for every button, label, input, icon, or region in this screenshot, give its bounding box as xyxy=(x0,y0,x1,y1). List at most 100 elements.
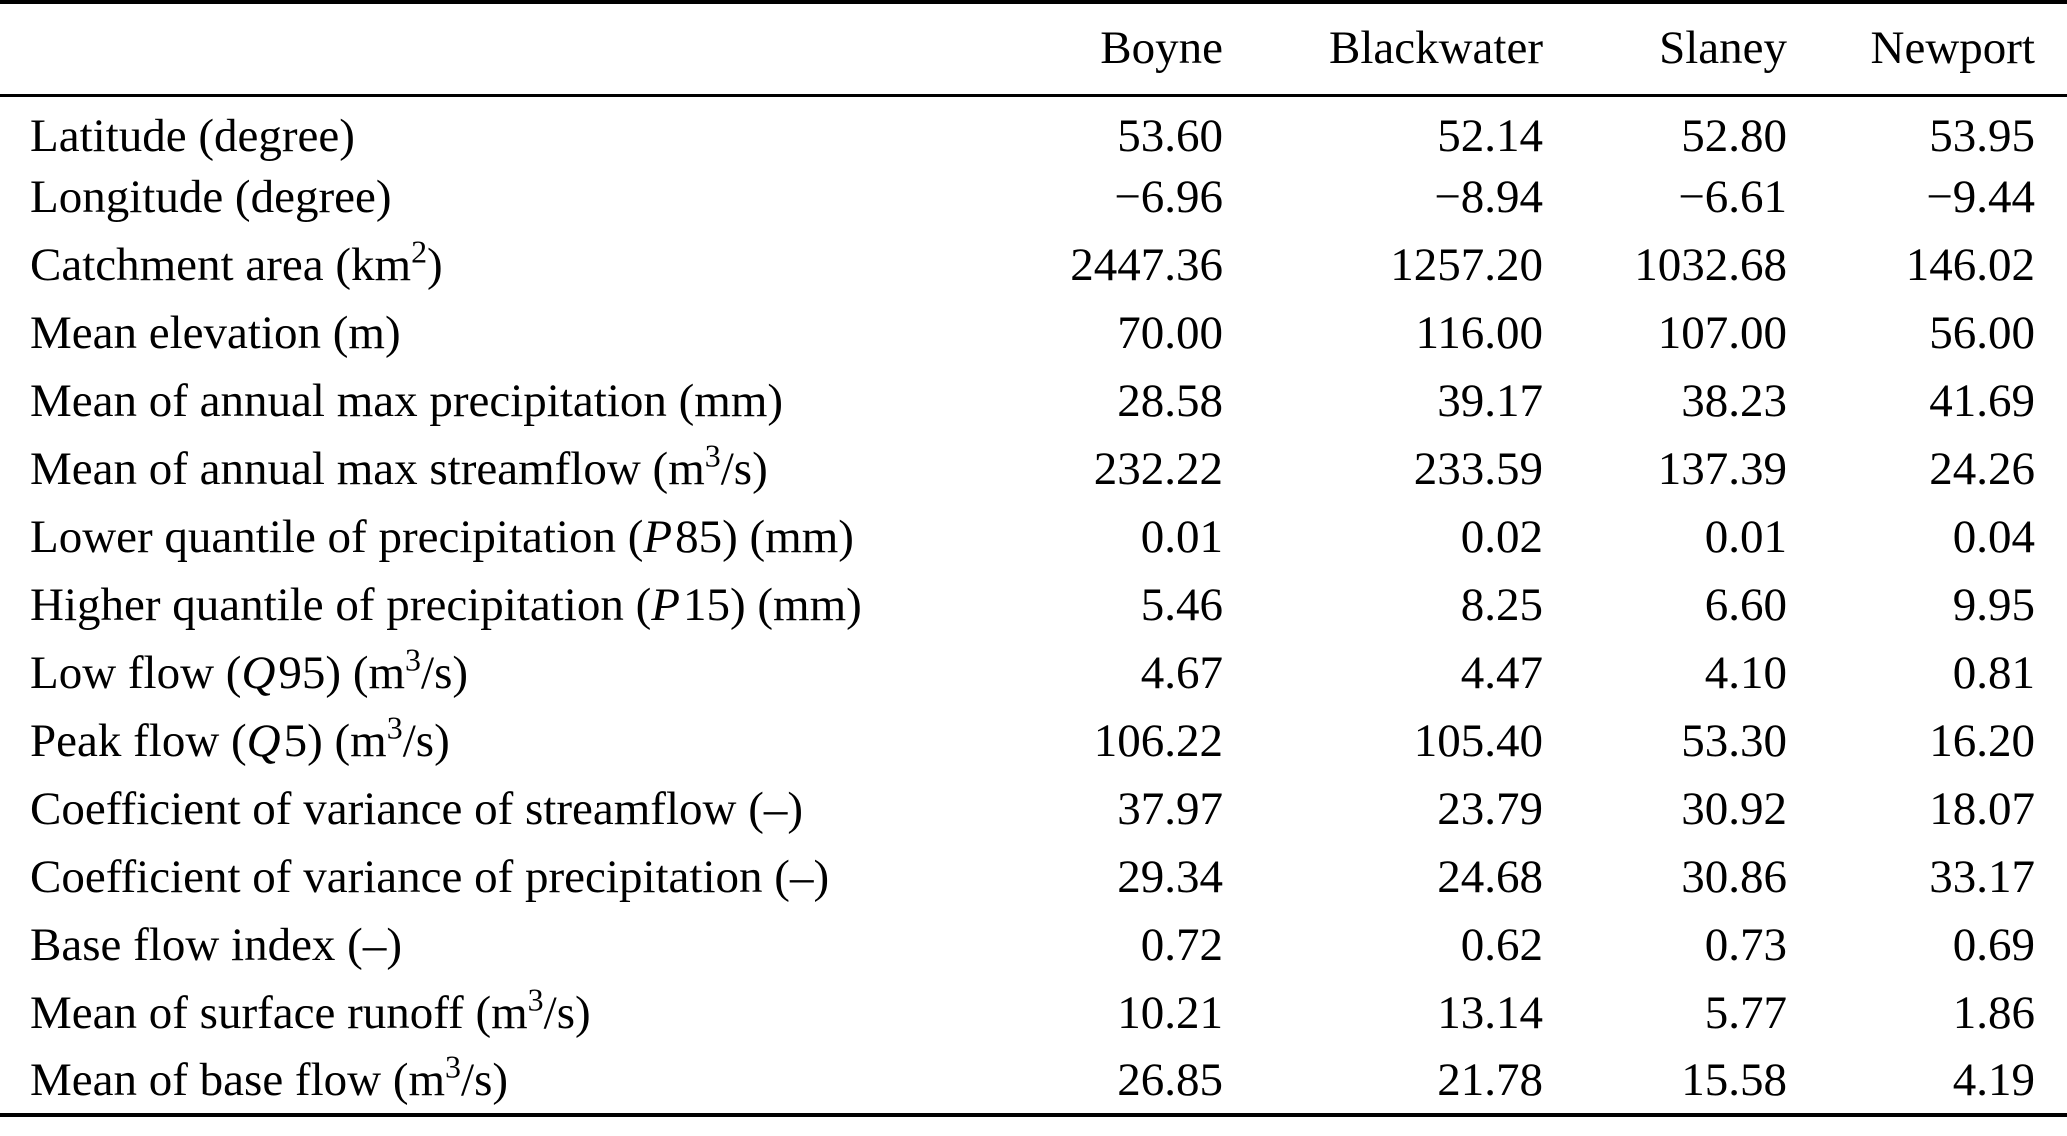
row-label: Mean elevation (m) xyxy=(0,299,903,367)
value-cell: 232.22 xyxy=(1093,442,1223,495)
row-label: Coefficient of variance of streamflow (–… xyxy=(0,775,903,843)
value-cell: 39.17 xyxy=(1437,374,1543,427)
table-row: Mean of annual max precipitation (mm) 28.… xyxy=(0,367,2067,435)
table-row: Latitude (degree) 53.60 52.14 52.80 53.95 xyxy=(0,95,2067,163)
label-text: /s) xyxy=(543,986,591,1039)
row-label: Mean of base flow (m3/s) xyxy=(0,1047,903,1115)
value-cell: 0.72 xyxy=(1140,918,1223,971)
label-text: Coefficient of variance of streamflow (–… xyxy=(30,782,803,835)
value-cell: 4.19 xyxy=(1952,1053,2035,1106)
value-cell: 5.46 xyxy=(1140,578,1223,631)
value-cell: 146.02 xyxy=(1905,238,2035,291)
value-cell: 1257.20 xyxy=(1390,238,1543,291)
header-newport: Newport xyxy=(1870,22,2035,75)
label-superscript: 3 xyxy=(527,981,544,1017)
value-cell: 233.59 xyxy=(1413,442,1543,495)
value-cell: 5.77 xyxy=(1704,986,1787,1039)
value-cell: 0.69 xyxy=(1952,918,2035,971)
label-text: 95) (m xyxy=(278,646,406,699)
label-text: Catchment area (km xyxy=(30,238,412,291)
header-row: Boyne Blackwater Slaney Newport xyxy=(0,2,2067,95)
table-row: Mean elevation (m) 70.00 116.00 107.00 56.00 xyxy=(0,299,2067,367)
label-superscript: 3 xyxy=(704,437,721,473)
table-row: Peak flow (Q5) (m3/s) 106.22 105.40 53.30 16… xyxy=(0,707,2067,775)
label-superscript: 3 xyxy=(445,1048,462,1084)
row-label: Latitude (degree) xyxy=(0,95,903,163)
label-text: Mean elevation (m) xyxy=(30,306,401,359)
table-row: Mean of base flow (m3/s) 26.85 21.78 15.58 4… xyxy=(0,1047,2067,1115)
row-label: Mean of surface runoff (m3/s) xyxy=(0,979,903,1047)
value-cell: 30.86 xyxy=(1681,850,1787,903)
table-row: Base flow index (–) 0.72 0.62 0.73 0.69 xyxy=(0,911,2067,979)
value-cell: 107.00 xyxy=(1657,306,1787,359)
row-label: Mean of annual max precipitation (mm) xyxy=(0,367,903,435)
label-text: ) xyxy=(427,238,443,291)
label-text: Mean of annual max precipitation (mm) xyxy=(30,374,784,427)
label-text: Mean of base flow (m xyxy=(30,1053,446,1106)
label-text: Coefficient of variance of precipitation… xyxy=(30,850,830,903)
table-row: Higher quantile of precipitation (P15) (… xyxy=(0,571,2067,639)
table-body: Latitude (degree) 53.60 52.14 52.80 53.95 Lon… xyxy=(0,95,2067,1115)
value-cell: 4.10 xyxy=(1704,646,1787,699)
value-cell: 24.68 xyxy=(1437,850,1543,903)
value-cell: 1.86 xyxy=(1952,986,2035,1039)
value-cell: 8.25 xyxy=(1460,578,1543,631)
label-symbol: Q xyxy=(241,646,276,699)
table-row: Lower quantile of precipitation (P85) (m… xyxy=(0,503,2067,571)
label-superscript: 3 xyxy=(405,641,422,677)
table-row: Catchment area (km2) 2447.36 1257.20 1032.6… xyxy=(0,231,2067,299)
value-cell: 137.39 xyxy=(1657,442,1787,495)
row-label: Peak flow (Q5) (m3/s) xyxy=(0,707,903,775)
table-row: Mean of surface runoff (m3/s) 10.21 13.14 5… xyxy=(0,979,2067,1047)
value-cell: 37.97 xyxy=(1117,782,1223,835)
label-text: Lower quantile of precipitation ( xyxy=(30,510,644,563)
value-cell: 18.07 xyxy=(1929,782,2035,835)
value-cell: 33.17 xyxy=(1929,850,2035,903)
table-row: Mean of annual max streamflow (m3/s) 232.… xyxy=(0,435,2067,503)
value-cell: 0.04 xyxy=(1952,510,2035,563)
label-text: Longitude (degree) xyxy=(30,170,392,223)
value-cell: 41.69 xyxy=(1929,374,2035,427)
value-cell: 56.00 xyxy=(1929,306,2035,359)
value-cell: −6.61 xyxy=(1678,170,1787,223)
value-cell: 106.22 xyxy=(1093,714,1223,767)
value-cell: 16.20 xyxy=(1929,714,2035,767)
label-text: Low flow ( xyxy=(30,646,242,699)
row-label: Base flow index (–) xyxy=(0,911,903,979)
value-cell: 70.00 xyxy=(1117,306,1223,359)
value-cell: 52.80 xyxy=(1681,110,1787,163)
label-text: /s) xyxy=(720,442,768,495)
row-label: Higher quantile of precipitation (P15) (… xyxy=(0,571,903,639)
value-cell: 28.58 xyxy=(1117,374,1223,427)
value-cell: 53.30 xyxy=(1681,714,1787,767)
value-cell: 23.79 xyxy=(1437,782,1543,835)
label-superscript: 3 xyxy=(386,709,403,745)
header-slaney: Slaney xyxy=(1659,22,1787,75)
value-cell: 21.78 xyxy=(1437,1053,1543,1106)
value-cell: 4.47 xyxy=(1460,646,1543,699)
row-label: Coefficient of variance of precipitation… xyxy=(0,843,903,911)
label-text: Higher quantile of precipitation ( xyxy=(30,578,652,631)
value-cell: 0.73 xyxy=(1704,918,1787,971)
label-text: Mean of surface runoff (m xyxy=(30,986,528,1039)
table-row: Coefficient of variance of streamflow (–… xyxy=(0,775,2067,843)
row-label: Longitude (degree) xyxy=(0,163,903,231)
table-row: Coefficient of variance of precipitation… xyxy=(0,843,2067,911)
label-text: Latitude (degree) xyxy=(30,110,355,163)
value-cell: 24.26 xyxy=(1929,442,2035,495)
value-cell: 0.01 xyxy=(1704,510,1787,563)
header-empty-cell xyxy=(0,2,903,95)
value-cell: 53.60 xyxy=(1117,110,1223,163)
table-row: Longitude (degree) −6.96 −8.94 −6.61 −9.44 xyxy=(0,163,2067,231)
value-cell: 4.67 xyxy=(1140,646,1223,699)
value-cell: 53.95 xyxy=(1929,110,2035,163)
value-cell: 15.58 xyxy=(1681,1053,1787,1106)
header-boyne: Boyne xyxy=(1100,22,1223,75)
label-text: Peak flow ( xyxy=(30,714,247,767)
table-header: Boyne Blackwater Slaney Newport xyxy=(0,2,2067,95)
row-label: Lower quantile of precipitation (P85) (m… xyxy=(0,503,903,571)
value-cell: 0.81 xyxy=(1952,646,2035,699)
value-cell: 10.21 xyxy=(1117,986,1223,1039)
label-text: 5) (m xyxy=(283,714,387,767)
label-text: /s) xyxy=(402,714,450,767)
